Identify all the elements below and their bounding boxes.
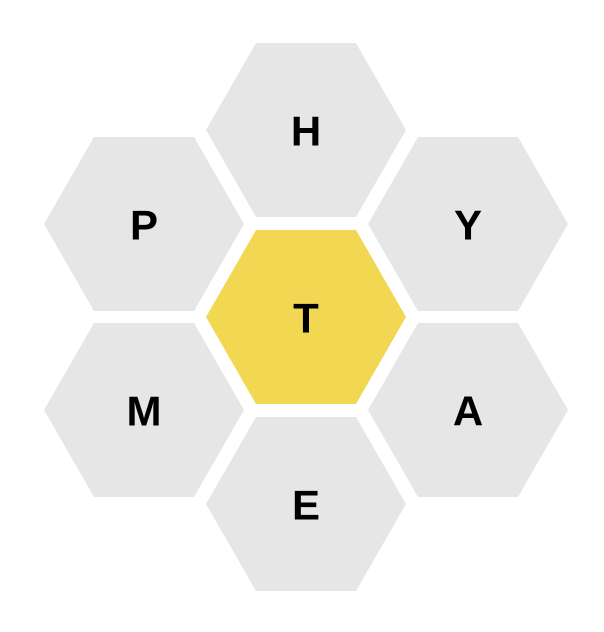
hive-cell-bottom[interactable]: E bbox=[206, 417, 406, 591]
hive-cell-upper-right[interactable]: Y bbox=[368, 137, 568, 311]
hive-cell-lower-left[interactable]: M bbox=[44, 323, 244, 497]
hive-cell-center[interactable]: T bbox=[206, 230, 406, 404]
hive-cell-upper-left[interactable]: P bbox=[44, 137, 244, 311]
hive-cell-lower-right[interactable]: A bbox=[368, 323, 568, 497]
hive-cell-top[interactable]: H bbox=[206, 43, 406, 217]
